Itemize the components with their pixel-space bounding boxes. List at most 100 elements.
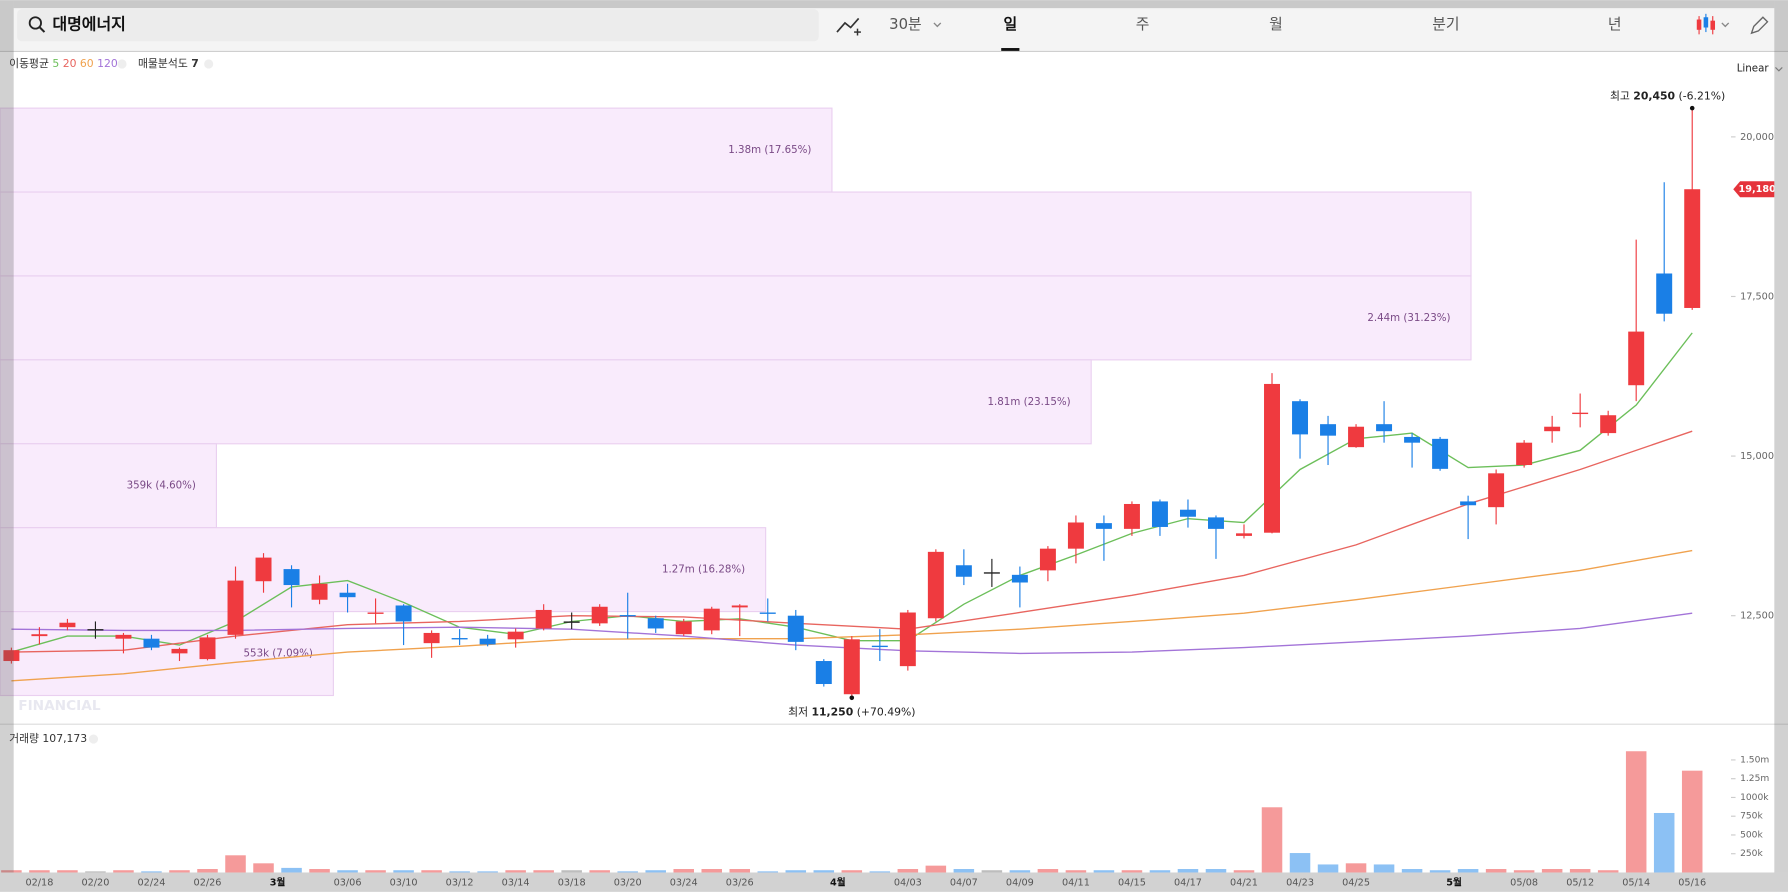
- x-tick-label: 03/06: [334, 878, 362, 889]
- volume-profile-band: [0, 191, 1472, 277]
- candle-body: [1544, 426, 1561, 432]
- candle-body: [1264, 383, 1280, 533]
- volume-bar: [197, 869, 218, 873]
- volume-bar: [645, 870, 666, 873]
- period-tab[interactable]: 주: [1136, 16, 1150, 33]
- overlay-legend[interactable]: 매물분석도 7: [138, 57, 199, 70]
- dim-overlay: [1774, 0, 1788, 873]
- draw-tool-icon[interactable]: [1750, 16, 1769, 35]
- candle-body: [759, 612, 776, 614]
- extreme-label: 최고 20,450 (-6.21%): [1610, 90, 1725, 103]
- x-tick-label: 04/21: [1230, 878, 1258, 889]
- candle-body: [1656, 273, 1673, 314]
- volume-profile-label: 1.81m (23.15%): [988, 396, 1071, 408]
- candle-body: [451, 638, 468, 640]
- x-tick-label: 03/24: [670, 878, 698, 889]
- candle-body: [423, 632, 440, 644]
- candle-body: [87, 629, 104, 631]
- volume-profile-label: 1.38m (17.65%): [728, 144, 811, 156]
- candle-body: [3, 650, 20, 662]
- search-text[interactable]: 대명에너지: [52, 15, 125, 34]
- x-tick-label: 02/24: [138, 878, 166, 889]
- volume-bar: [1373, 864, 1395, 873]
- x-tick-label: 4월: [830, 877, 846, 889]
- dim-overlay: [0, 0, 14, 873]
- volume-bar: [337, 870, 358, 873]
- volume-bar: [673, 869, 694, 873]
- close-button[interactable]: [117, 59, 127, 69]
- volume-bar: [1, 870, 22, 873]
- dropdown-chevron[interactable]: [933, 22, 942, 28]
- candle-body: [871, 645, 888, 648]
- moving-average-legend[interactable]: 이동평균 5 20 60 120: [9, 57, 118, 70]
- close-button[interactable]: [88, 734, 99, 744]
- volume-tick-label: 1000k: [1740, 793, 1769, 803]
- volume-bar: [1485, 869, 1507, 873]
- candle-body: [31, 634, 48, 637]
- candle-body: [815, 661, 832, 685]
- candle-body: [591, 606, 608, 624]
- legend-item: 20: [63, 57, 77, 70]
- legend-title: 거래량: [9, 732, 39, 745]
- indicator-icon[interactable]: [836, 17, 860, 33]
- volume-profile-band: [0, 275, 1472, 361]
- period-tab[interactable]: 일: [1003, 16, 1017, 33]
- period-tab[interactable]: 월: [1269, 16, 1283, 33]
- candle-body: [227, 580, 244, 635]
- candle-body: [1095, 523, 1112, 529]
- volume-tick-label: 250k: [1740, 849, 1763, 859]
- candle-body: [59, 622, 76, 628]
- extreme-label: 최저 11,250 (+70.49%): [788, 706, 915, 719]
- chart-type-icon[interactable]: [1696, 13, 1730, 35]
- volume-bar: [869, 871, 891, 873]
- volume-bar: [169, 870, 190, 873]
- period-tab[interactable]: 분기: [1432, 16, 1459, 33]
- volume-bar: [1653, 812, 1675, 873]
- volume-bar: [421, 870, 442, 873]
- candle-body: [283, 569, 300, 586]
- dropdown-chevron[interactable]: [1775, 67, 1783, 72]
- y-tick-label: 15,000: [1740, 451, 1774, 462]
- volume-bar: [701, 869, 723, 873]
- candle-body: [507, 631, 524, 640]
- volume-bar: [505, 870, 526, 873]
- candles: [3, 108, 1701, 696]
- period-tab[interactable]: 년: [1608, 16, 1622, 33]
- volume-bar: [1569, 869, 1591, 873]
- candle-body: [395, 605, 412, 622]
- candle-body: [339, 592, 356, 598]
- x-tick-label: 03/18: [558, 878, 586, 889]
- watermark: FINANCIAL: [18, 698, 101, 714]
- search-icon: [28, 16, 42, 30]
- icon-part: [1710, 20, 1716, 30]
- volume-bar: [365, 870, 386, 873]
- candle-body: [1067, 522, 1084, 549]
- volume-profile-band: [0, 107, 833, 193]
- candle-body: [1572, 412, 1589, 415]
- axes: 12,500 15,000 17,500 20,000 250k 500k 750k 1000…: [25, 132, 1774, 889]
- candle-body: [311, 583, 328, 600]
- search-box[interactable]: [17, 9, 819, 42]
- close-button[interactable]: [204, 59, 214, 69]
- volume-bar: [617, 871, 638, 873]
- volume-bar: [533, 870, 554, 873]
- extreme-dot: [849, 695, 855, 701]
- volume-bar: [1177, 869, 1199, 873]
- scale-mode[interactable]: Linear: [1737, 63, 1770, 75]
- volume-legend[interactable]: 거래량 107,173: [9, 732, 87, 745]
- volume-bar: [1261, 807, 1283, 873]
- candle-body: [1404, 436, 1421, 443]
- x-tick-label: 04/03: [894, 878, 922, 889]
- volume-bar: [1009, 870, 1031, 873]
- x-tick-label: 04/25: [1342, 878, 1370, 889]
- candle-body: [1236, 533, 1252, 536]
- legend-item: 60: [80, 57, 94, 70]
- x-tick-label: 03/10: [390, 878, 418, 889]
- volume-bar: [1317, 864, 1339, 873]
- volume-profile-label: 2.44m (31.23%): [1367, 312, 1450, 324]
- period-tab[interactable]: 30분: [889, 16, 921, 33]
- x-tick-label: 03/12: [446, 878, 474, 889]
- candle-body: [563, 621, 580, 623]
- x-tick-label: 5월: [1446, 877, 1462, 889]
- extreme-title: 최고: [1610, 90, 1630, 103]
